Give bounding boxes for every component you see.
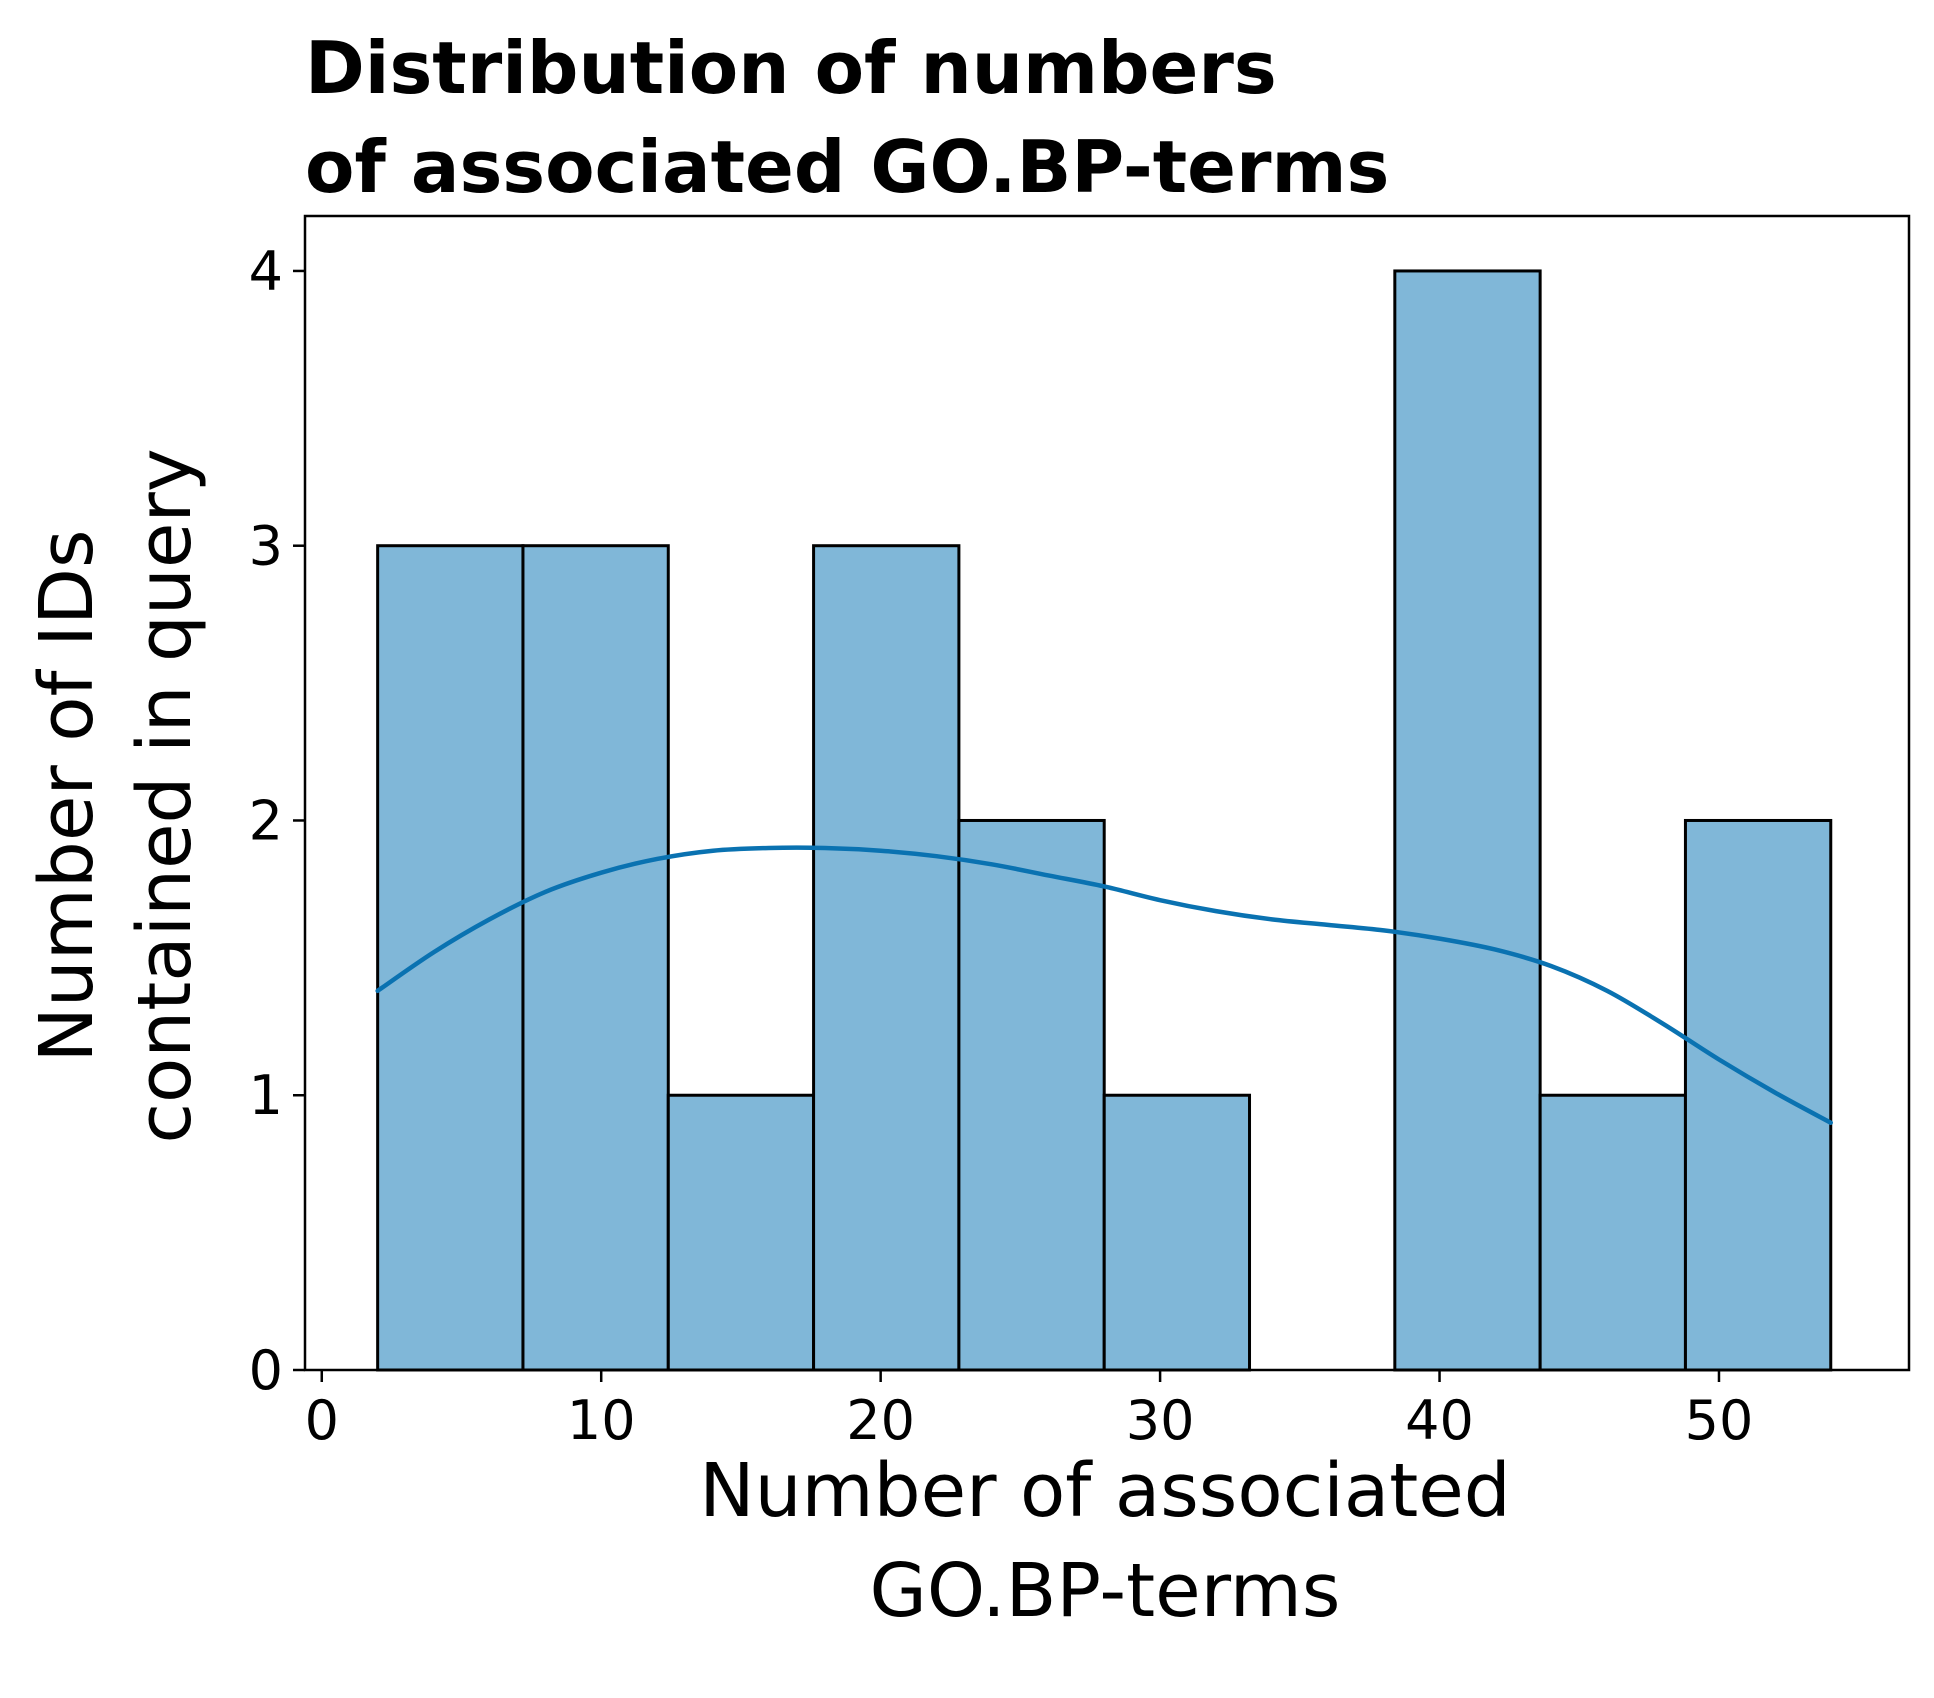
- histogram-bar-4: [957, 818, 1106, 1372]
- histogram-bar-7: [1393, 269, 1542, 1372]
- x-axis-label-line-1: Number of associated: [699, 1448, 1510, 1534]
- x-axis-label: Number of associated GO.BP-terms: [699, 1448, 1510, 1634]
- x-tick-label-5: 50: [1685, 1389, 1754, 1452]
- x-tick-label-3: 30: [1126, 1389, 1195, 1452]
- y-tick-label-4: 4: [249, 240, 283, 303]
- histogram-bar-3: [812, 544, 961, 1372]
- x-tick-label-4: 40: [1405, 1389, 1474, 1452]
- y-axis-label-line-1: Number of IDs: [24, 530, 110, 1063]
- y-axis-label: Number of IDs contained in query: [24, 448, 208, 1143]
- chart-title: Distribution of numbers of associated GO…: [305, 26, 1389, 209]
- kde-line: [375, 845, 1834, 1125]
- histogram-bar-5: [1102, 1093, 1252, 1372]
- histogram-bar-1: [521, 544, 670, 1372]
- y-axis-ticks: 0 1 2 3 4: [249, 240, 305, 1402]
- x-tick-label-1: 10: [567, 1389, 636, 1452]
- y-tick-label-2: 2: [249, 789, 283, 852]
- axes: [303, 214, 1911, 1372]
- histogram-bar-9: [1683, 818, 1833, 1372]
- plot-frame: [303, 214, 1911, 1372]
- x-axis-ticks: 0 10 20 30 40 50: [305, 1370, 1754, 1452]
- histogram-bar-2: [666, 1093, 816, 1372]
- histogram-bars: [376, 269, 1833, 1372]
- x-axis-label-line-2: GO.BP-terms: [870, 1548, 1341, 1634]
- histogram-bar-8: [1538, 1093, 1687, 1372]
- histogram-bar-0: [376, 544, 525, 1372]
- chart-title-line-1: Distribution of numbers: [305, 26, 1277, 110]
- x-tick-label-0: 0: [305, 1389, 339, 1452]
- y-tick-label-0: 0: [249, 1339, 283, 1402]
- chart-title-line-2: of associated GO.BP-terms: [305, 125, 1389, 209]
- kde-curve-group: [375, 845, 1834, 1125]
- y-tick-label-1: 1: [249, 1064, 283, 1127]
- x-tick-label-2: 20: [846, 1389, 915, 1452]
- y-tick-label-3: 3: [249, 515, 283, 578]
- y-axis-label-line-2: contained in query: [122, 448, 208, 1143]
